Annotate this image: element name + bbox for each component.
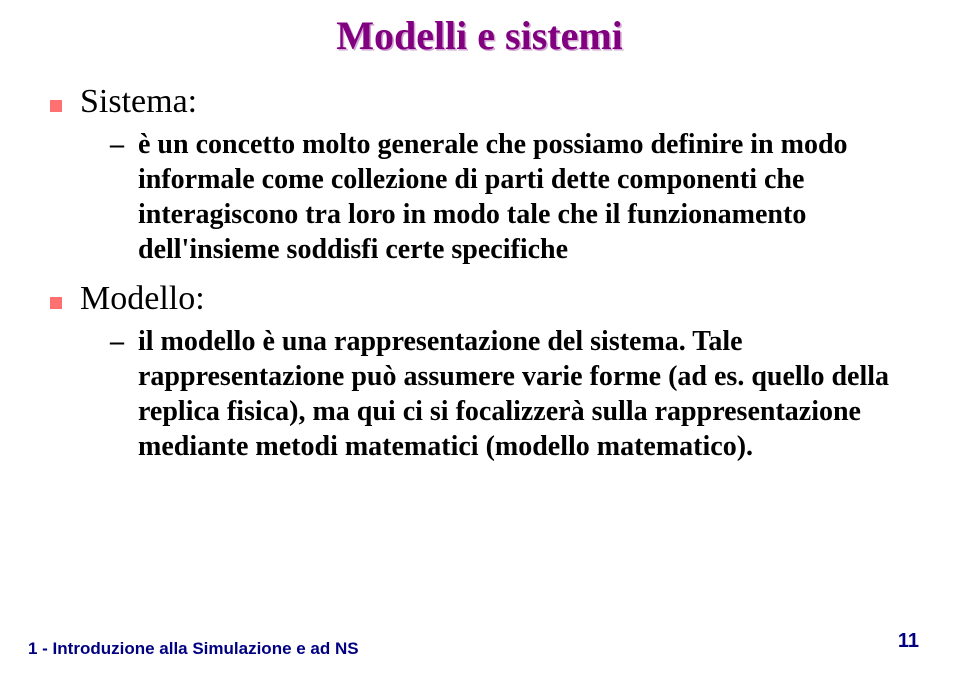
bullet-square-icon bbox=[50, 100, 62, 112]
sub-item-sistema: – è un concetto molto generale che possi… bbox=[110, 127, 909, 267]
dash-icon: – bbox=[110, 127, 124, 162]
sub-text: è un concetto molto generale che possiam… bbox=[138, 127, 909, 267]
slide: Modelli e sistemi Sistema: – è un concet… bbox=[0, 0, 959, 687]
bullet-label: Sistema: bbox=[80, 83, 197, 121]
footer-text: 1 - Introduzione alla Simulazione e ad N… bbox=[28, 639, 359, 659]
bullet-item-sistema: Sistema: bbox=[50, 80, 919, 121]
page-number: 11 bbox=[898, 630, 919, 653]
content-area: Sistema: – è un concetto molto generale … bbox=[50, 80, 919, 474]
sub-text: il modello è una rappresentazione del si… bbox=[138, 324, 909, 464]
dash-icon: – bbox=[110, 324, 124, 359]
sub-item-modello: – il modello è una rappresentazione del … bbox=[110, 324, 909, 464]
bullet-square-icon bbox=[50, 297, 62, 309]
bullet-label: Modello: bbox=[80, 280, 205, 318]
slide-title: Modelli e sistemi bbox=[0, 12, 959, 59]
bullet-item-modello: Modello: bbox=[50, 277, 919, 318]
